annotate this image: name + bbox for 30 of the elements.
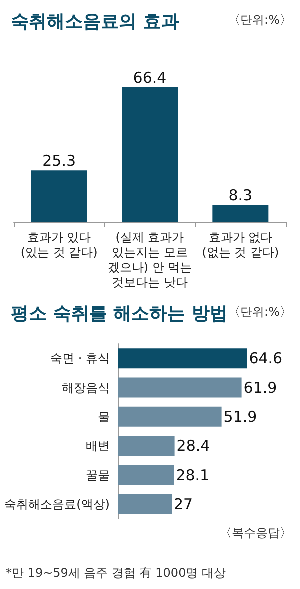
bar [118, 348, 248, 369]
y-tick-label: 해장음식 [62, 380, 110, 395]
y-tick-label: 숙면 · 휴식 [50, 352, 110, 366]
bar [118, 436, 175, 456]
text: *만 19~59세 음주 경험 有 1000명 대상 [6, 566, 226, 580]
chart-title: 평소 숙취를 해소하는 방법 [11, 304, 228, 324]
x-tick-label: 효과가 있다 (있는 것 같다) [20, 230, 98, 260]
bar [118, 406, 222, 427]
x-tick-label: 효과가 없다 (없는 것 같다) [202, 230, 280, 260]
bar [118, 465, 174, 486]
data-label: 25.3 [42, 152, 76, 170]
x-tick-label: (실제 효과가 있는지는 모르 겠으나) 안 먹는 것보다는 낫다 [108, 230, 192, 290]
y-tick-label: 숙취해소음료(액상) [4, 497, 110, 512]
y-tick-label: 물 [98, 410, 110, 424]
data-label: 27 [174, 495, 194, 514]
text: 〈복수응답〉 [220, 526, 292, 540]
chart-title: 숙취해소음료의 효과 [11, 12, 180, 32]
y-tick-label: 배변 [86, 439, 110, 454]
data-label: 64.6 [249, 350, 283, 368]
data-label: 28.4 [176, 437, 210, 456]
text: 〈단위:%〉 [228, 13, 292, 27]
text: 〈단위:%〉 [228, 305, 292, 319]
y-tick-label: 꿀물 [86, 468, 110, 482]
data-label: 8.3 [228, 186, 253, 205]
data-label: 66.4 [133, 68, 167, 87]
bar [118, 494, 172, 514]
data-label: 61.9 [244, 378, 278, 397]
data-label: 28.1 [176, 466, 210, 484]
bar [118, 378, 242, 398]
data-label: 51.9 [224, 408, 258, 426]
